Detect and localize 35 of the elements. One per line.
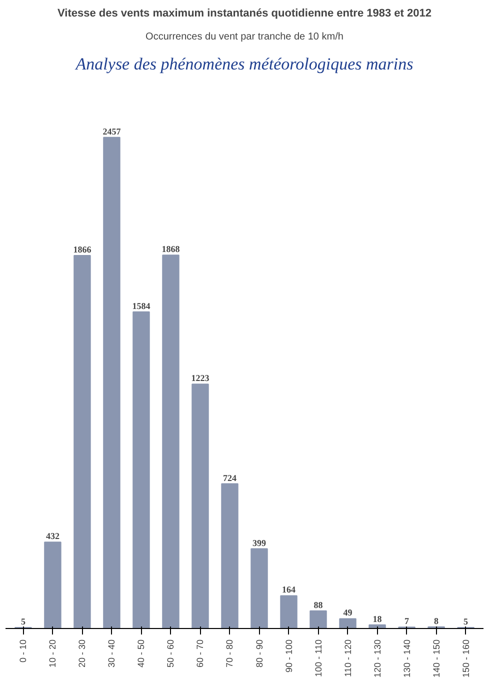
- data-label: 1584: [132, 300, 151, 311]
- chart-title: Vitesse des vents maximum instantanés quotidienne entre 1983 et 2012: [58, 8, 432, 20]
- x-tick-label: 130 - 140: [402, 640, 412, 678]
- chart-subtitle: Occurrences du vent par tranche de 10 km/h: [146, 32, 344, 42]
- x-tick-label: 120 - 130: [372, 640, 382, 678]
- x-tick-label: 0 - 10: [18, 640, 28, 663]
- data-label: 88: [314, 600, 324, 610]
- x-tick-label: 80 - 90: [254, 639, 264, 668]
- x-tick-label: 10 - 20: [48, 639, 58, 668]
- data-label: 2457: [102, 126, 122, 136]
- x-tick-label: 50 - 60: [166, 639, 176, 668]
- x-tick-label: 140 - 150: [431, 640, 442, 678]
- data-label: 5: [20, 616, 26, 626]
- x-tick-label: 150 - 160: [460, 640, 471, 678]
- data-label: 1868: [162, 244, 180, 254]
- x-tick-label: 110 - 120: [342, 639, 353, 677]
- x-tick-label: 60 - 70: [195, 639, 206, 668]
- x-tick-label: 90 - 100: [284, 639, 294, 673]
- data-label: 7: [404, 616, 410, 626]
- data-label: 724: [222, 472, 237, 483]
- x-tick-label: 30 - 40: [106, 639, 117, 668]
- data-label: 1223: [191, 373, 210, 384]
- x-tick-label: 20 - 30: [77, 639, 88, 668]
- data-label: 399: [252, 538, 267, 548]
- text: Analyse des phénomènes météorologiques marins: [74, 54, 414, 74]
- data-label: 8: [434, 616, 440, 626]
- data-label: 164: [282, 584, 296, 595]
- data-label: 18: [372, 614, 382, 624]
- data-label: 1866: [73, 244, 92, 255]
- data-label: 49: [343, 608, 353, 618]
- x-tick-label: 100 - 110: [313, 639, 324, 677]
- data-label: 5: [464, 616, 469, 626]
- x-tick-label: 70 - 80: [224, 639, 235, 668]
- data-label: 432: [46, 531, 60, 542]
- x-tick-label: 40 - 50: [136, 639, 146, 668]
